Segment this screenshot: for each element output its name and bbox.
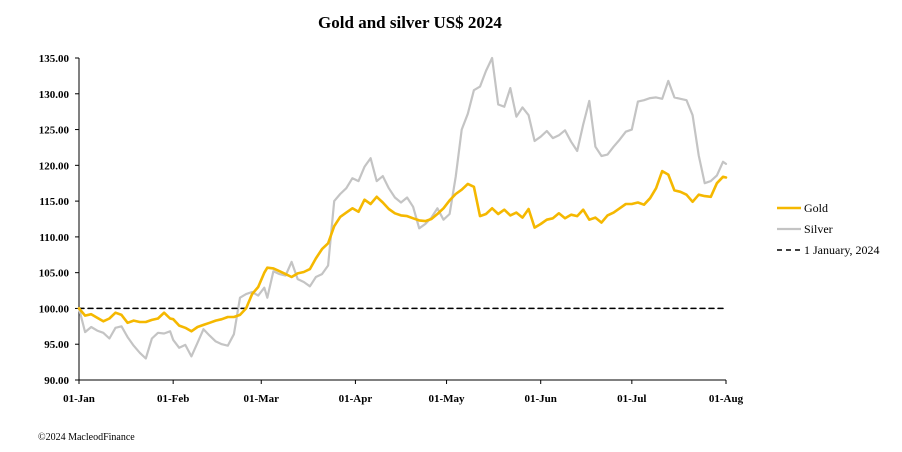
silver-line [77, 56, 728, 360]
copyright-text: ©2024 MacleodFinance [38, 432, 135, 443]
gold-line [77, 169, 728, 333]
chart-title: Gold and silver US$ 2024 [318, 13, 502, 32]
y-tick-label: 130.00 [39, 89, 70, 101]
y-tick-label: 90.00 [44, 375, 69, 387]
y-tick-label: 105.00 [39, 268, 70, 280]
y-tick-label: 110.00 [39, 232, 69, 244]
x-tick-label: 01-Jul [617, 393, 646, 405]
x-tick-label: 01-Feb [157, 393, 189, 405]
y-tick-label: 120.00 [39, 160, 70, 172]
y-tick-label: 135.00 [39, 53, 70, 65]
x-tick-label: 01-Jan [63, 393, 95, 405]
x-tick-label: 01-Jun [525, 393, 557, 405]
y-tick-label: 125.00 [39, 125, 70, 137]
x-tick-label: 01-Apr [339, 393, 373, 405]
legend-label: Silver [804, 222, 833, 236]
y-tick-label: 115.00 [39, 196, 69, 208]
x-tick-label: 01-Aug [709, 393, 744, 405]
plot-area: 90.00 95.00 100.00 105.00 110.00 115.00 120.00… [39, 53, 744, 405]
x-tick-label: 01-Mar [244, 393, 280, 405]
x-tick-label: 01-May [429, 393, 466, 405]
legend: Gold Silver 1 January, 2024 [777, 201, 880, 257]
y-tick-label: 100.00 [39, 303, 70, 315]
y-tick-label: 95.00 [44, 339, 69, 351]
legend-label: 1 January, 2024 [804, 243, 880, 257]
legend-label: Gold [804, 201, 828, 215]
